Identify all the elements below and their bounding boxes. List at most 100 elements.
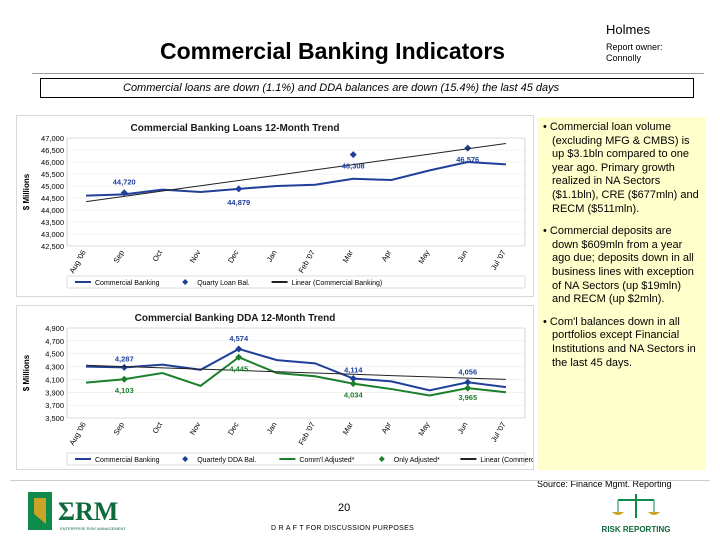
x-tick-label: Oct [151, 420, 165, 435]
x-tick-label: Aug '06 [67, 249, 87, 275]
y-axis-label: $ Millions [22, 173, 31, 210]
x-tick-label: Feb '07 [297, 249, 317, 275]
x-tick-label: Jan [265, 249, 279, 264]
header-divider [32, 73, 704, 74]
y-tick-label: 44,000 [41, 206, 64, 215]
x-tick-label: May [416, 420, 431, 437]
data-point-marker [120, 189, 128, 197]
data-label: 4,574 [229, 334, 249, 343]
y-tick-label: 45,000 [41, 182, 64, 191]
risk-reporting-logo: RISK REPORTING [602, 494, 671, 534]
legend-marker [378, 456, 385, 462]
legend-label: Commercial Banking [95, 457, 160, 464]
data-label: 4,056 [458, 367, 477, 376]
x-tick-label: Nov [188, 248, 203, 264]
legend-label: Comm'l Adjusted* [299, 457, 354, 464]
x-tick-label: Sep [112, 249, 126, 265]
y-tick-label: 4,900 [45, 324, 64, 333]
data-label: 44,879 [227, 198, 250, 207]
plot-area [66, 327, 526, 419]
dda-chart: Commercial Banking DDA 12-Month Trend 4,9… [22, 313, 533, 466]
x-tick-label: Jul '07 [489, 249, 508, 272]
data-label: 4,445 [229, 364, 248, 373]
x-tick-label: Apr [380, 420, 394, 435]
x-tick-label: Jul '07 [489, 421, 508, 444]
x-tick-label: Jan [265, 421, 279, 436]
scale-pan-left-icon [612, 512, 624, 515]
x-tick-label: Aug '06 [67, 421, 87, 447]
bullet-loans: • Commercial loan volume (excluding MFG … [543, 121, 699, 215]
x-tick-label: Jun [456, 421, 470, 436]
data-point-marker [235, 353, 243, 361]
data-label: 46,308 [342, 162, 365, 171]
owner-label: Report owner: [606, 42, 663, 52]
x-tick-label: Dec [226, 420, 241, 436]
series-line [85, 356, 507, 397]
series-line [86, 160, 506, 197]
y-tick-label: 4,500 [45, 350, 64, 359]
x-tick-label: Nov [188, 420, 203, 436]
chart-title: Commercial Banking Loans 12-Month Trend [131, 123, 340, 134]
data-point-marker [464, 384, 472, 392]
data-label: 44,720 [113, 178, 136, 187]
x-tick-label: Mar [341, 248, 356, 264]
x-tick-label: Apr [380, 248, 394, 263]
x-tick-label: Mar [341, 420, 356, 436]
y-tick-label: 3,900 [45, 388, 64, 397]
data-label: 3,965 [458, 393, 477, 402]
bullet-balances: • Com'l balances down in all portfolios … [543, 315, 696, 369]
page-title: Commercial Banking Indicators [160, 38, 506, 64]
owner-person: Connolly [606, 53, 642, 63]
legend-label: Linear (Commercial Banking) [292, 280, 383, 287]
legend-marker [182, 456, 189, 462]
erm-logo: ΣRM ENTERPRISE RISK MANAGEMENT [28, 492, 126, 531]
legend-label: Only Adjusted* [394, 457, 440, 464]
data-point-marker [349, 375, 357, 383]
legend-box [66, 452, 526, 466]
data-point-marker [349, 380, 357, 388]
y-tick-label: 43,000 [41, 230, 64, 239]
risk-reporting-text: RISK REPORTING [602, 525, 671, 534]
y-tick-label: 42,500 [41, 242, 64, 251]
x-tick-label: Feb '07 [297, 421, 317, 447]
data-point-marker [235, 345, 243, 353]
legend-box [66, 275, 526, 289]
dda-chart-panel: Commercial Banking DDA 12-Month Trend 4,9… [16, 305, 534, 470]
summary-text: Commercial loans are down (1.1%) and DDA… [123, 82, 560, 94]
y-tick-label: 4,700 [45, 337, 64, 346]
data-point-marker [120, 363, 128, 371]
y-tick-label: 46,000 [41, 158, 64, 167]
legend-label: Quarty Loan Bal. [197, 280, 250, 287]
y-tick-label: 43,500 [41, 218, 64, 227]
data-label: 4,034 [344, 391, 364, 400]
x-tick-label: May [416, 248, 431, 265]
x-tick-label: Sep [112, 421, 126, 437]
data-label: 4,114 [344, 366, 363, 375]
draft-notice: D R A F T FOR DISCUSSION PURPOSES [271, 525, 415, 532]
data-point-marker [464, 378, 472, 386]
owner-name: Holmes [606, 22, 651, 37]
y-tick-label: 44,500 [41, 194, 64, 203]
series-line [86, 364, 506, 380]
x-tick-label: Dec [226, 248, 241, 264]
legend-label: Linear (Commercial Banking) [480, 457, 533, 464]
commentary-box: • Commercial loan volume (excluding MFG … [537, 117, 705, 470]
erm-logo-gold-shape [34, 498, 46, 524]
y-tick-label: 3,700 [45, 401, 64, 410]
series-line [86, 143, 506, 203]
erm-logo-tag: ENTERPRISE RISK MANAGEMENT [60, 526, 126, 531]
x-tick-label: Jun [456, 249, 470, 264]
x-tick-label: Oct [151, 248, 165, 263]
y-tick-label: 47,000 [41, 134, 64, 143]
data-point-marker [235, 185, 243, 193]
loans-chart: Commercial Banking Loans 12-Month Trend 4… [22, 123, 526, 289]
loans-chart-panel: Commercial Banking Loans 12-Month Trend 4… [16, 115, 534, 297]
data-label: 46,576 [456, 155, 479, 164]
data-point-marker [349, 151, 357, 159]
scale-pan-right-icon [648, 512, 660, 515]
y-tick-label: 4,300 [45, 363, 64, 372]
chart-title: Commercial Banking DDA 12-Month Trend [135, 313, 336, 324]
page-number: 20 [338, 502, 351, 514]
erm-logo-mark: ΣRM [58, 497, 118, 526]
bullet-deposits: • Commercial deposits are down $609mln f… [543, 225, 694, 306]
